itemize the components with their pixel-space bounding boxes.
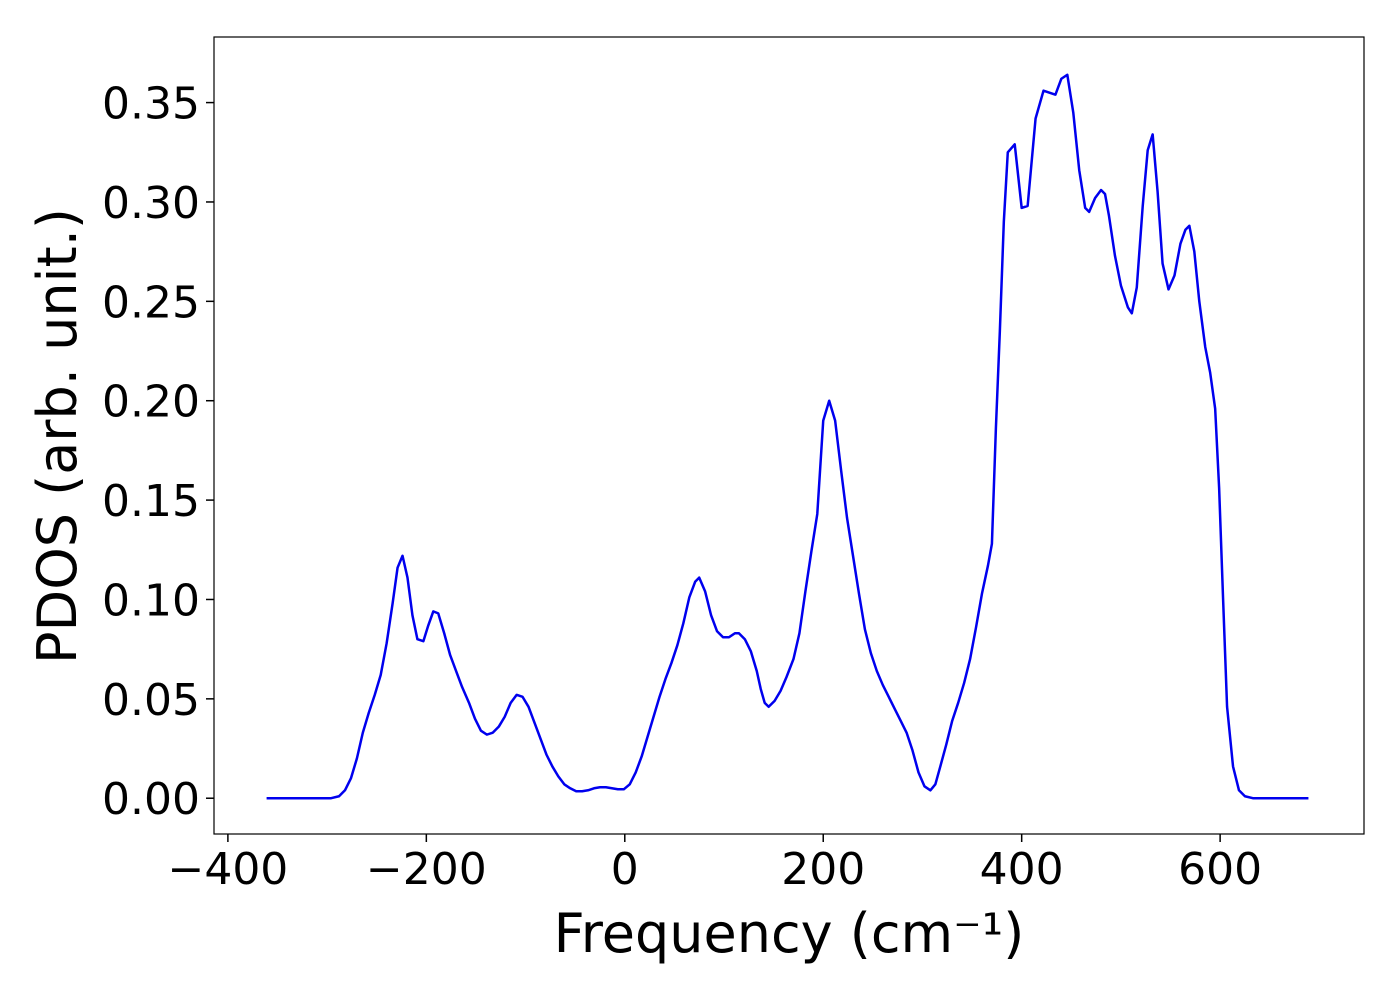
y-axis-label: PDOS (arb. unit.) xyxy=(26,208,89,664)
y-tick-label: 0.30 xyxy=(102,178,200,229)
x-tick-label: 600 xyxy=(1178,844,1262,895)
x-tick-label: 200 xyxy=(781,844,865,895)
y-tick-label: 0.25 xyxy=(102,277,200,328)
x-tick-label: −200 xyxy=(366,844,487,895)
x-tick-label: −400 xyxy=(167,844,288,895)
data-line xyxy=(266,73,1309,800)
y-tick-label: 0.10 xyxy=(102,575,200,626)
x-tick-label: 0 xyxy=(611,844,639,895)
y-tick-label: 0.00 xyxy=(102,774,200,825)
plot-frame xyxy=(213,36,1365,835)
y-tick-label: 0.15 xyxy=(102,476,200,527)
x-tick-label: 400 xyxy=(980,844,1064,895)
y-tick-label: 0.35 xyxy=(102,79,200,130)
y-tick-label: 0.20 xyxy=(102,377,200,428)
x-axis-label: Frequency (cm⁻¹) xyxy=(554,902,1025,965)
y-tick-label: 0.05 xyxy=(102,675,200,726)
